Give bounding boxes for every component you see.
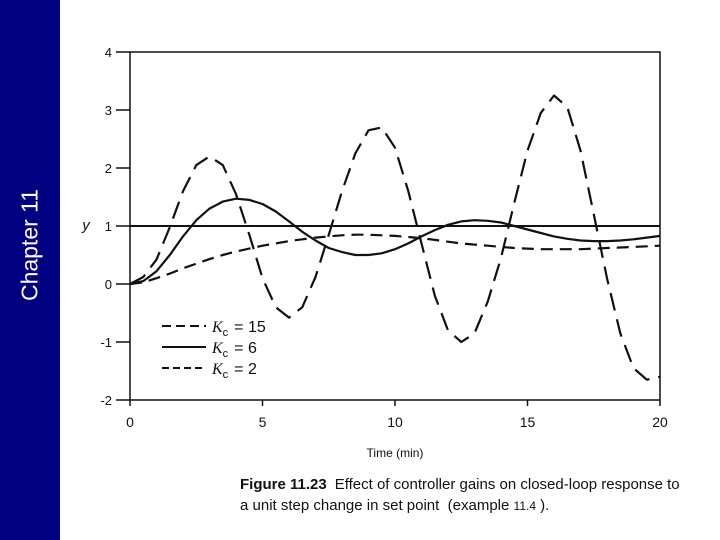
example-open: (example: [447, 497, 510, 514]
series-lines: [129, 94, 661, 381]
x-tick-label: 10: [387, 414, 403, 430]
x-tick-label: 15: [520, 414, 536, 430]
y-tick-label: 4: [105, 45, 112, 60]
caption-line-2: a unit step change in set point: [240, 497, 440, 514]
y-tick-label: -1: [100, 335, 112, 350]
legend-label: Kc = 2: [211, 361, 257, 381]
figure-caption: Figure 11.23 Effect of controller gains o…: [240, 474, 680, 517]
x-axis-label: Time (min): [367, 446, 424, 460]
y-tick-label: -2: [100, 393, 112, 408]
chapter-sidebar: Chapter 11: [0, 0, 60, 540]
y-tick-label: 3: [105, 103, 112, 118]
example-number: 11.4: [513, 499, 536, 513]
series-line-1: [129, 94, 661, 381]
series-line-3: [129, 233, 661, 286]
y-tick-label: 0: [105, 277, 112, 292]
caption-line-1: Effect of controller gains on closed-loo…: [334, 476, 680, 493]
x-tick-label: 0: [126, 414, 134, 430]
series-line-2: [129, 197, 661, 286]
y-axis-label: y: [81, 217, 91, 234]
legend-label: Kc = 6: [211, 340, 257, 360]
axes: -2 -1 0 1 2 3 4 0 5 10 15 20 Time (min) y: [81, 45, 668, 460]
figure-label: Figure 11.23: [240, 476, 327, 493]
y-tick-label: 2: [105, 161, 112, 176]
legend-label: Kc = 15: [211, 319, 266, 339]
example-close: ).: [540, 497, 550, 514]
y-tick-label: 1: [105, 219, 112, 234]
x-tick-label: 20: [652, 414, 668, 430]
x-tick-label: 5: [259, 414, 267, 430]
